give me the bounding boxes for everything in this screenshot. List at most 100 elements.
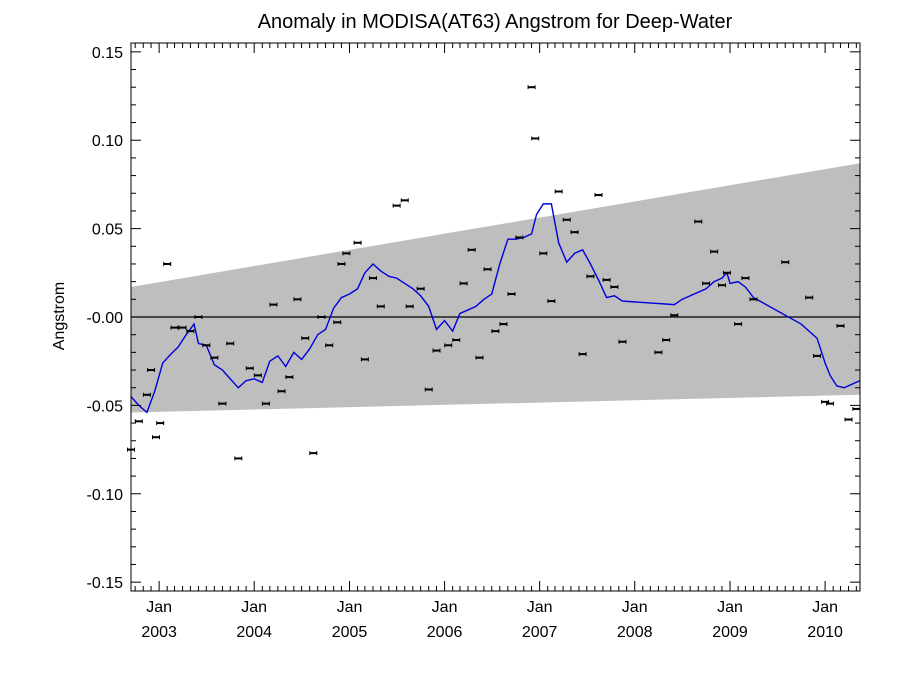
x-tick-label-year: 2007 <box>522 624 558 641</box>
data-point-bar <box>781 261 789 264</box>
data-point <box>376 304 385 309</box>
data-point <box>662 337 671 342</box>
data-point-bar <box>433 349 441 352</box>
data-point <box>337 261 346 266</box>
data-point <box>452 337 461 342</box>
data-point <box>202 343 211 348</box>
data-point <box>741 276 750 281</box>
data-point-bar <box>179 326 187 329</box>
data-point-bar <box>718 284 726 287</box>
data-point <box>554 189 563 194</box>
data-point-bar <box>603 278 611 281</box>
data-point <box>702 281 711 286</box>
data-point-bar <box>301 337 309 340</box>
data-point-bar <box>406 305 414 308</box>
data-point <box>142 392 151 397</box>
data-point <box>309 451 318 456</box>
data-point <box>467 247 476 252</box>
data-point-bar <box>342 252 350 255</box>
data-point-bar <box>694 220 702 223</box>
data-point-bar <box>325 344 333 347</box>
data-point <box>253 373 262 378</box>
data-point <box>277 389 286 394</box>
data-point <box>317 315 326 319</box>
data-point-bar <box>845 418 853 421</box>
data-point <box>178 325 187 330</box>
data-point <box>562 217 571 222</box>
data-point-bar <box>586 275 594 278</box>
chart-title: Anomaly in MODISA(AT63) Angstrom for Dee… <box>258 11 733 33</box>
data-point-bar <box>468 248 476 251</box>
data-point-bar <box>234 457 242 460</box>
data-point-bar <box>547 300 555 303</box>
data-point-bar <box>269 303 277 306</box>
data-point <box>163 261 172 266</box>
data-point-bar <box>135 420 143 423</box>
data-point <box>459 281 468 286</box>
data-point <box>285 375 294 380</box>
data-point <box>405 304 414 309</box>
data-point <box>749 297 758 302</box>
data-point <box>654 350 663 355</box>
y-tick-label: -0.05 <box>87 398 124 415</box>
data-point-bar <box>333 321 341 324</box>
data-point <box>670 313 679 318</box>
data-point <box>156 421 165 426</box>
data-point-bar <box>662 338 670 341</box>
data-point <box>400 198 409 203</box>
data-point <box>531 136 540 141</box>
data-point-bar <box>539 252 547 255</box>
data-point-bar <box>571 231 579 234</box>
data-point-bar <box>337 262 345 265</box>
data-point-bar <box>805 296 813 299</box>
data-point-bar <box>702 282 710 285</box>
data-point <box>444 343 453 348</box>
data-point-bar <box>508 293 516 296</box>
data-point-bar <box>734 323 742 326</box>
data-point-bar <box>852 407 860 410</box>
data-point-bar <box>555 190 563 193</box>
data-point-bar <box>723 271 731 274</box>
data-point <box>432 348 441 353</box>
data-point-bar <box>354 241 362 244</box>
data-point-bar <box>254 374 262 377</box>
data-point <box>147 368 156 373</box>
data-point-bar <box>610 285 618 288</box>
data-point-bar <box>309 452 317 455</box>
data-point-bar <box>210 356 218 359</box>
data-point-bar <box>531 137 539 140</box>
data-point <box>570 230 579 235</box>
data-point <box>342 251 351 256</box>
data-point-bar <box>186 330 194 333</box>
y-tick-label: -0.00 <box>87 310 124 327</box>
data-point-bar <box>579 353 587 356</box>
x-tick-label-year: 2010 <box>807 624 843 641</box>
y-tick-label: 0.10 <box>92 133 123 150</box>
data-point <box>722 270 731 275</box>
data-point <box>194 315 203 319</box>
data-point-bar <box>654 351 662 354</box>
data-point <box>586 274 595 279</box>
data-point <box>826 401 835 406</box>
x-tick-label-year: 2006 <box>427 624 463 641</box>
x-tick-label-month: Jan <box>527 599 553 616</box>
x-tick-label-month: Jan <box>337 599 363 616</box>
data-point-bar <box>836 324 844 327</box>
data-point-bar <box>444 344 452 347</box>
data-point-bar <box>361 358 369 361</box>
data-point <box>734 322 743 327</box>
x-tick-label-year: 2005 <box>332 624 368 641</box>
y-tick-label: 0.15 <box>92 45 123 62</box>
data-point <box>301 336 310 341</box>
data-point <box>527 85 536 90</box>
data-point <box>491 329 500 334</box>
data-point <box>618 339 627 344</box>
data-point <box>234 456 243 461</box>
data-point-bar <box>484 268 492 271</box>
data-point <box>170 325 179 330</box>
data-point <box>483 267 492 272</box>
data-point-bar <box>218 402 226 405</box>
data-point <box>547 299 556 304</box>
data-point-bar <box>515 236 523 239</box>
